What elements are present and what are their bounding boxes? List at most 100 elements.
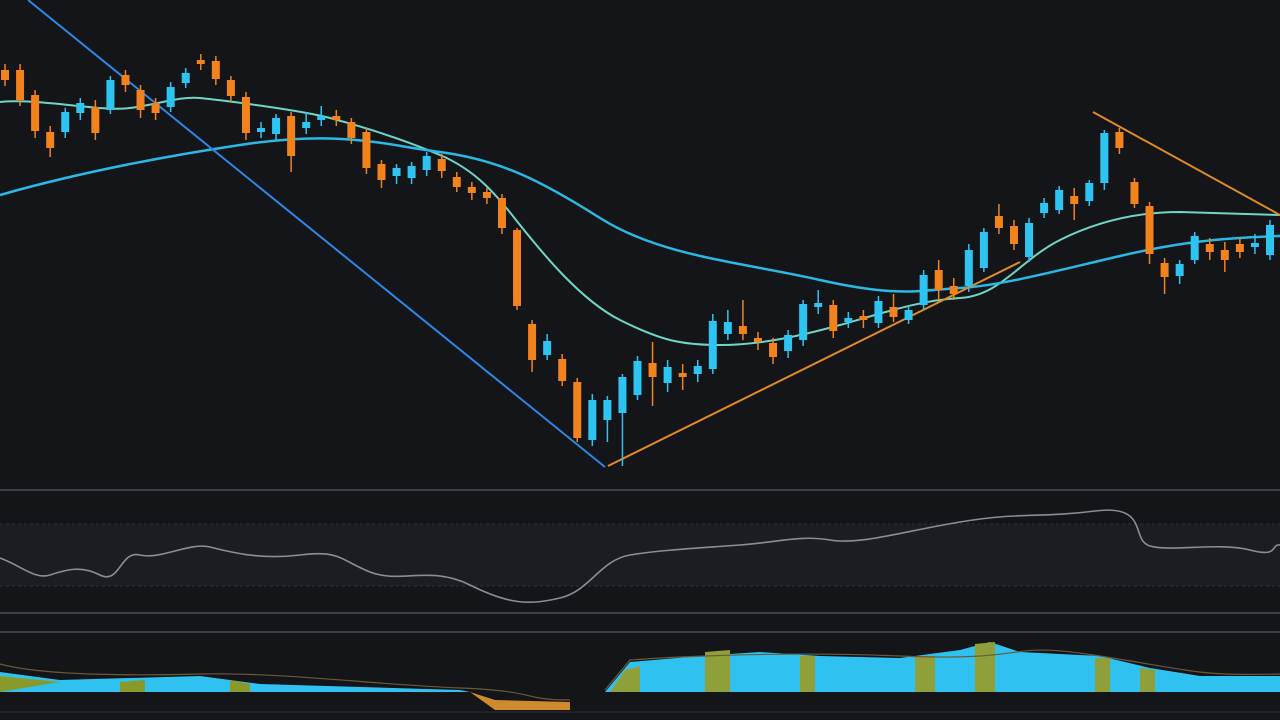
candle-body: [467, 187, 476, 193]
candle-body: [452, 177, 461, 187]
candle-body: [61, 112, 70, 132]
candle-body: [1220, 250, 1229, 260]
candle-body: [392, 168, 401, 176]
oscillator-line: [0, 509, 1280, 604]
candle-body: [934, 270, 943, 290]
candle-body: [1055, 190, 1064, 210]
histogram-signal: [0, 649, 1280, 701]
candle-body: [166, 87, 175, 107]
candle-body: [513, 230, 522, 306]
candle-body: [693, 366, 702, 374]
candle-body: [332, 116, 341, 120]
candle-body: [1175, 264, 1184, 276]
candle-body: [964, 250, 973, 286]
moving-average: [0, 96, 1280, 347]
candle-body: [211, 61, 220, 79]
candle-body: [106, 80, 115, 110]
candle-body: [979, 232, 988, 268]
pane-separators: [0, 489, 1280, 633]
candle-body: [904, 310, 913, 320]
candle-body: [738, 326, 747, 334]
candle-body: [16, 70, 25, 100]
candle-body: [121, 75, 130, 85]
candle-body: [437, 159, 446, 171]
candle-body: [1190, 236, 1199, 260]
candle-body: [753, 338, 762, 342]
candle-body: [1009, 226, 1018, 244]
candle-body: [287, 116, 296, 156]
trend-line: [607, 261, 1021, 467]
candle-body: [708, 321, 717, 369]
candle-body: [497, 198, 506, 228]
candle-body: [1266, 225, 1274, 255]
candle-body: [1025, 223, 1034, 257]
moving-average: [0, 137, 1280, 293]
candle-body: [618, 377, 627, 413]
histogram-area: [610, 642, 1155, 692]
candle-body: [663, 367, 672, 383]
candle-body: [1145, 206, 1154, 254]
trend-line: [1092, 111, 1280, 216]
candle-body: [844, 318, 853, 322]
candle-body: [949, 286, 958, 294]
candle-body: [317, 116, 326, 120]
candle-body: [482, 192, 491, 198]
candle-body: [829, 305, 838, 331]
candle-body: [603, 400, 612, 420]
candle-body: [799, 304, 808, 340]
candle-body: [136, 90, 145, 110]
candle-body: [573, 382, 582, 438]
candle-body: [76, 103, 85, 113]
candle-body: [1130, 182, 1139, 204]
candle-body: [422, 156, 431, 170]
candle-body: [151, 103, 160, 113]
candle-body: [558, 359, 567, 381]
candle-body: [91, 107, 100, 133]
candle-body: [784, 335, 793, 351]
candle-body: [407, 166, 416, 178]
candle-body: [633, 361, 642, 395]
candle-body: [1070, 196, 1079, 204]
candle-body: [769, 343, 778, 357]
candle-body: [648, 363, 657, 377]
candle-body: [994, 216, 1003, 228]
candle-body: [302, 122, 311, 128]
candle-body: [1250, 243, 1259, 247]
candle-body: [889, 307, 898, 317]
candle-body: [241, 97, 250, 133]
candle-body: [1040, 203, 1049, 213]
candle-body: [181, 73, 190, 83]
oscillator-band: [0, 524, 1280, 586]
histogram-area: [470, 692, 570, 710]
candle-body: [362, 132, 371, 168]
candle-body: [859, 316, 868, 320]
candle-body: [377, 164, 386, 180]
candle-body: [723, 322, 732, 334]
candle-body: [919, 275, 928, 305]
candle-body: [528, 324, 537, 360]
candle-body: [1100, 133, 1109, 183]
candle-body: [347, 122, 356, 138]
candles: [1, 54, 1274, 466]
candle-body: [874, 301, 883, 323]
candle-body: [1235, 244, 1244, 252]
candle-body: [1085, 183, 1094, 201]
candle-body: [543, 341, 552, 355]
candle-body: [31, 95, 40, 131]
candle-body: [1, 70, 9, 80]
candle-body: [814, 303, 823, 307]
candle-body: [1160, 263, 1169, 277]
candle-body: [588, 400, 597, 440]
candle-body: [272, 118, 281, 134]
candle-body: [1205, 244, 1214, 252]
candle-body: [678, 373, 687, 377]
candle-body: [1115, 132, 1124, 148]
histogram-area: [0, 676, 250, 692]
candle-body: [226, 80, 235, 96]
candle-body: [196, 60, 205, 64]
candle-body: [257, 128, 266, 132]
candle-body: [46, 132, 55, 148]
